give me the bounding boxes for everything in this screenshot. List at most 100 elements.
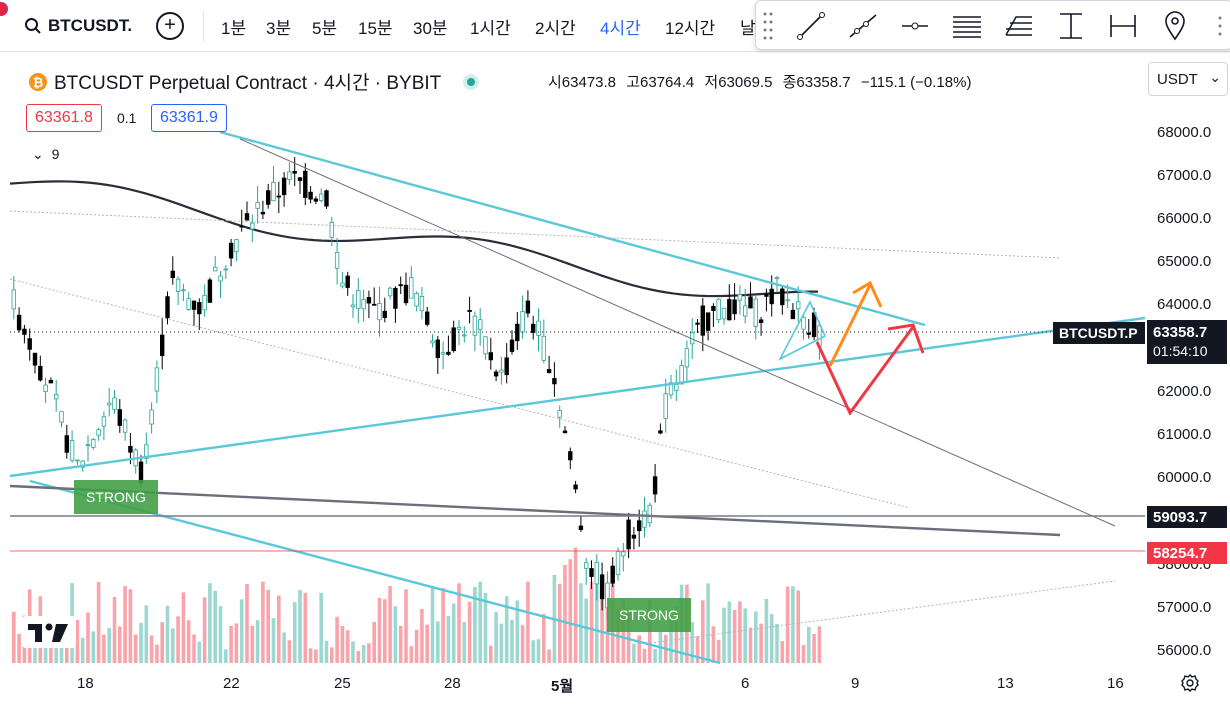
candle-body xyxy=(462,334,467,337)
ray-icon[interactable] xyxy=(846,9,880,43)
candle-body xyxy=(32,352,38,366)
level-price-tag: 59093.7 xyxy=(1147,506,1227,528)
price-axis[interactable] xyxy=(1145,53,1230,693)
candle-body xyxy=(409,277,414,299)
candle-body xyxy=(483,336,488,355)
candle-body xyxy=(774,277,780,280)
trend-line-icon[interactable] xyxy=(794,9,828,43)
market-status-icon[interactable] xyxy=(463,73,480,90)
candle-body xyxy=(16,314,22,331)
settings-gear-icon[interactable] xyxy=(1180,673,1200,693)
candle-body xyxy=(43,384,48,393)
horizontal-ray-icon[interactable] xyxy=(898,9,932,43)
candle-body xyxy=(424,311,430,325)
symbol-search-button[interactable]: BTCUSDT. xyxy=(24,12,132,40)
volume-bar xyxy=(186,620,191,663)
indicators-toggle[interactable]: ⌄ 9 xyxy=(32,146,59,163)
tradingview-logo-icon[interactable] xyxy=(22,616,76,648)
volume-bar xyxy=(732,610,737,663)
buy-price-button[interactable]: 63361.9 xyxy=(151,104,227,132)
candle-body xyxy=(165,296,170,319)
volume-bar xyxy=(224,649,228,663)
price-tick: 64000.0 xyxy=(1157,296,1212,313)
interval-4h[interactable]: 4시간 xyxy=(600,19,641,38)
volume-bar xyxy=(298,590,302,663)
symbol-description: BTCUSDT Perpetual Contract · 4시간 · BYBIT xyxy=(54,73,442,94)
more-tools-icon[interactable] xyxy=(1214,8,1226,44)
volume-bar xyxy=(255,620,260,663)
interval-12h[interactable]: 12시간 xyxy=(665,19,716,38)
candle-body xyxy=(578,525,584,530)
interval-2h[interactable]: 2시간 xyxy=(535,19,576,38)
candle-body xyxy=(811,312,817,338)
candle-body xyxy=(541,335,546,361)
price-tick: 62000.0 xyxy=(1157,383,1212,400)
interval-1d[interactable]: 날 xyxy=(740,19,756,38)
candle-body xyxy=(531,323,536,333)
parallel-channel-icon[interactable] xyxy=(950,9,984,43)
candle-body xyxy=(785,299,790,302)
candle-body xyxy=(642,510,647,528)
volume-bar xyxy=(563,564,567,663)
interval-30m[interactable]: 30분 xyxy=(413,19,448,38)
candle-body xyxy=(27,338,32,350)
candle-body xyxy=(393,287,398,309)
candle-body xyxy=(515,323,520,342)
candle-body xyxy=(552,378,557,385)
volume-bar xyxy=(388,585,392,663)
volume-bar xyxy=(218,606,223,663)
volume-bar xyxy=(287,640,292,663)
candle-body xyxy=(451,327,456,352)
candle-body xyxy=(584,562,589,569)
volume-bar xyxy=(314,649,318,663)
candle-body xyxy=(255,202,260,209)
time-tick: 22 xyxy=(223,675,240,692)
candle-body xyxy=(48,379,54,384)
candle-body xyxy=(308,191,313,200)
sell-price-button[interactable]: 63361.8 xyxy=(26,104,102,132)
horizontal-range-icon[interactable] xyxy=(1106,9,1140,43)
candle-body xyxy=(679,365,684,385)
drag-handle-icon[interactable] xyxy=(762,8,774,44)
interval-15m[interactable]: 15분 xyxy=(358,19,393,38)
time-tick: 13 xyxy=(997,675,1014,692)
candle-body xyxy=(303,170,308,198)
volume-bar xyxy=(759,623,763,663)
add-symbol-button[interactable]: + xyxy=(156,12,184,40)
volume-bar xyxy=(430,587,435,663)
interval-1m[interactable]: 1분 xyxy=(221,19,247,38)
candle-body xyxy=(361,299,366,310)
currency-select[interactable]: USDT ⌄ xyxy=(1148,62,1228,96)
volume-bar xyxy=(144,605,149,663)
candle-body xyxy=(652,476,658,495)
volume-bar xyxy=(812,633,816,663)
candle-body xyxy=(181,289,186,292)
volume-bar xyxy=(356,650,361,663)
candle-body xyxy=(11,289,16,310)
candle-body xyxy=(144,444,149,459)
chart-pane[interactable] xyxy=(9,53,1146,693)
volume-bar xyxy=(489,645,493,663)
interval-1h[interactable]: 1시간 xyxy=(470,19,511,38)
volume-bar xyxy=(128,589,133,663)
volume-bar xyxy=(239,599,244,663)
location-icon[interactable] xyxy=(1158,9,1192,43)
price-chart[interactable] xyxy=(9,53,1146,693)
candle-body xyxy=(477,319,483,331)
candle-body xyxy=(488,352,493,361)
volume-bar xyxy=(695,636,700,663)
volume-bar xyxy=(123,586,127,663)
volume-bar xyxy=(499,623,504,663)
candle-body xyxy=(287,171,292,180)
candle-body xyxy=(615,551,621,576)
price-tick: 61000.0 xyxy=(1157,426,1212,443)
volume-bar xyxy=(531,640,535,663)
divider xyxy=(203,10,204,42)
interval-3m[interactable]: 3분 xyxy=(266,19,292,38)
interval-5m[interactable]: 5분 xyxy=(312,19,338,38)
candle-body xyxy=(727,299,732,321)
fib-icon[interactable] xyxy=(1002,9,1036,43)
vertical-range-icon[interactable] xyxy=(1054,9,1088,43)
volume-bar xyxy=(568,559,573,663)
volume-bar xyxy=(107,627,111,663)
